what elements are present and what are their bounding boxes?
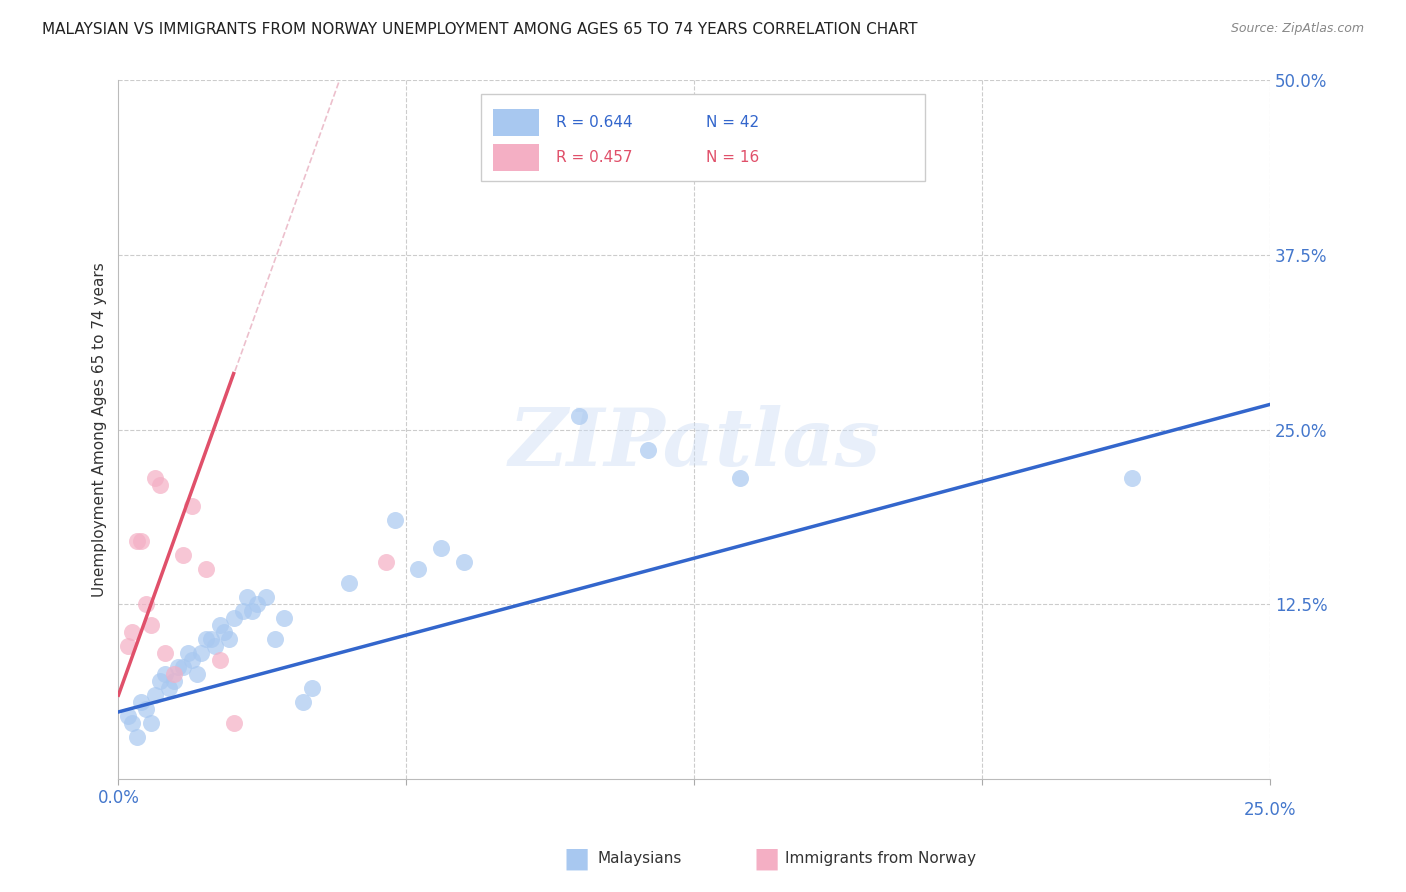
Point bbox=[246, 597, 269, 611]
Point bbox=[453, 555, 475, 569]
Point bbox=[149, 674, 172, 689]
Point bbox=[125, 730, 148, 744]
Point bbox=[194, 632, 217, 647]
Point bbox=[214, 625, 236, 640]
Text: ZIPatlas: ZIPatlas bbox=[509, 405, 880, 483]
Point bbox=[186, 667, 208, 681]
Point bbox=[730, 471, 752, 485]
Point bbox=[131, 534, 153, 549]
Point bbox=[153, 667, 176, 681]
Point bbox=[194, 562, 217, 576]
Point bbox=[208, 653, 231, 667]
Text: ■: ■ bbox=[754, 844, 779, 872]
FancyBboxPatch shape bbox=[492, 145, 538, 171]
Point bbox=[273, 611, 295, 625]
Point bbox=[149, 478, 172, 492]
Point bbox=[190, 646, 212, 660]
Point bbox=[1121, 471, 1143, 485]
Point bbox=[218, 632, 240, 647]
FancyBboxPatch shape bbox=[492, 110, 538, 136]
Point bbox=[208, 618, 231, 632]
Point bbox=[374, 555, 396, 569]
Point bbox=[637, 443, 659, 458]
Text: N = 42: N = 42 bbox=[706, 115, 759, 130]
Point bbox=[200, 632, 222, 647]
Point bbox=[167, 660, 190, 674]
Text: R = 0.457: R = 0.457 bbox=[557, 150, 633, 165]
Point bbox=[143, 688, 166, 702]
Point bbox=[176, 646, 198, 660]
Text: Immigrants from Norway: Immigrants from Norway bbox=[785, 851, 976, 865]
Point bbox=[222, 611, 245, 625]
Point bbox=[139, 716, 162, 731]
Text: N = 16: N = 16 bbox=[706, 150, 759, 165]
Point bbox=[117, 639, 139, 653]
Point bbox=[157, 681, 180, 695]
Point bbox=[568, 409, 591, 423]
Point bbox=[222, 716, 245, 731]
Point bbox=[232, 604, 254, 618]
Point bbox=[121, 625, 143, 640]
Y-axis label: Unemployment Among Ages 65 to 74 years: Unemployment Among Ages 65 to 74 years bbox=[93, 262, 107, 597]
FancyBboxPatch shape bbox=[481, 94, 925, 181]
Point bbox=[236, 591, 259, 605]
Point bbox=[430, 541, 453, 556]
Point bbox=[135, 597, 157, 611]
Point bbox=[172, 549, 194, 563]
Text: Malaysians: Malaysians bbox=[598, 851, 682, 865]
Point bbox=[117, 709, 139, 723]
Text: R = 0.644: R = 0.644 bbox=[557, 115, 633, 130]
Text: Source: ZipAtlas.com: Source: ZipAtlas.com bbox=[1230, 22, 1364, 36]
Point bbox=[240, 604, 263, 618]
Point bbox=[264, 632, 287, 647]
Point bbox=[406, 562, 429, 576]
Point bbox=[135, 702, 157, 716]
Point bbox=[153, 646, 176, 660]
Point bbox=[301, 681, 323, 695]
Point bbox=[291, 695, 314, 709]
Point bbox=[172, 660, 194, 674]
Point bbox=[139, 618, 162, 632]
Text: MALAYSIAN VS IMMIGRANTS FROM NORWAY UNEMPLOYMENT AMONG AGES 65 TO 74 YEARS CORRE: MALAYSIAN VS IMMIGRANTS FROM NORWAY UNEM… bbox=[42, 22, 918, 37]
Point bbox=[254, 591, 277, 605]
Text: 25.0%: 25.0% bbox=[1244, 801, 1296, 820]
Point bbox=[181, 653, 204, 667]
Point bbox=[121, 716, 143, 731]
Point bbox=[337, 576, 360, 591]
Text: ■: ■ bbox=[564, 844, 589, 872]
Point bbox=[131, 695, 153, 709]
Point bbox=[163, 667, 186, 681]
Point bbox=[181, 500, 204, 514]
Point bbox=[143, 471, 166, 485]
Point bbox=[163, 674, 186, 689]
Point bbox=[204, 639, 226, 653]
Point bbox=[384, 513, 406, 527]
Point bbox=[125, 534, 148, 549]
